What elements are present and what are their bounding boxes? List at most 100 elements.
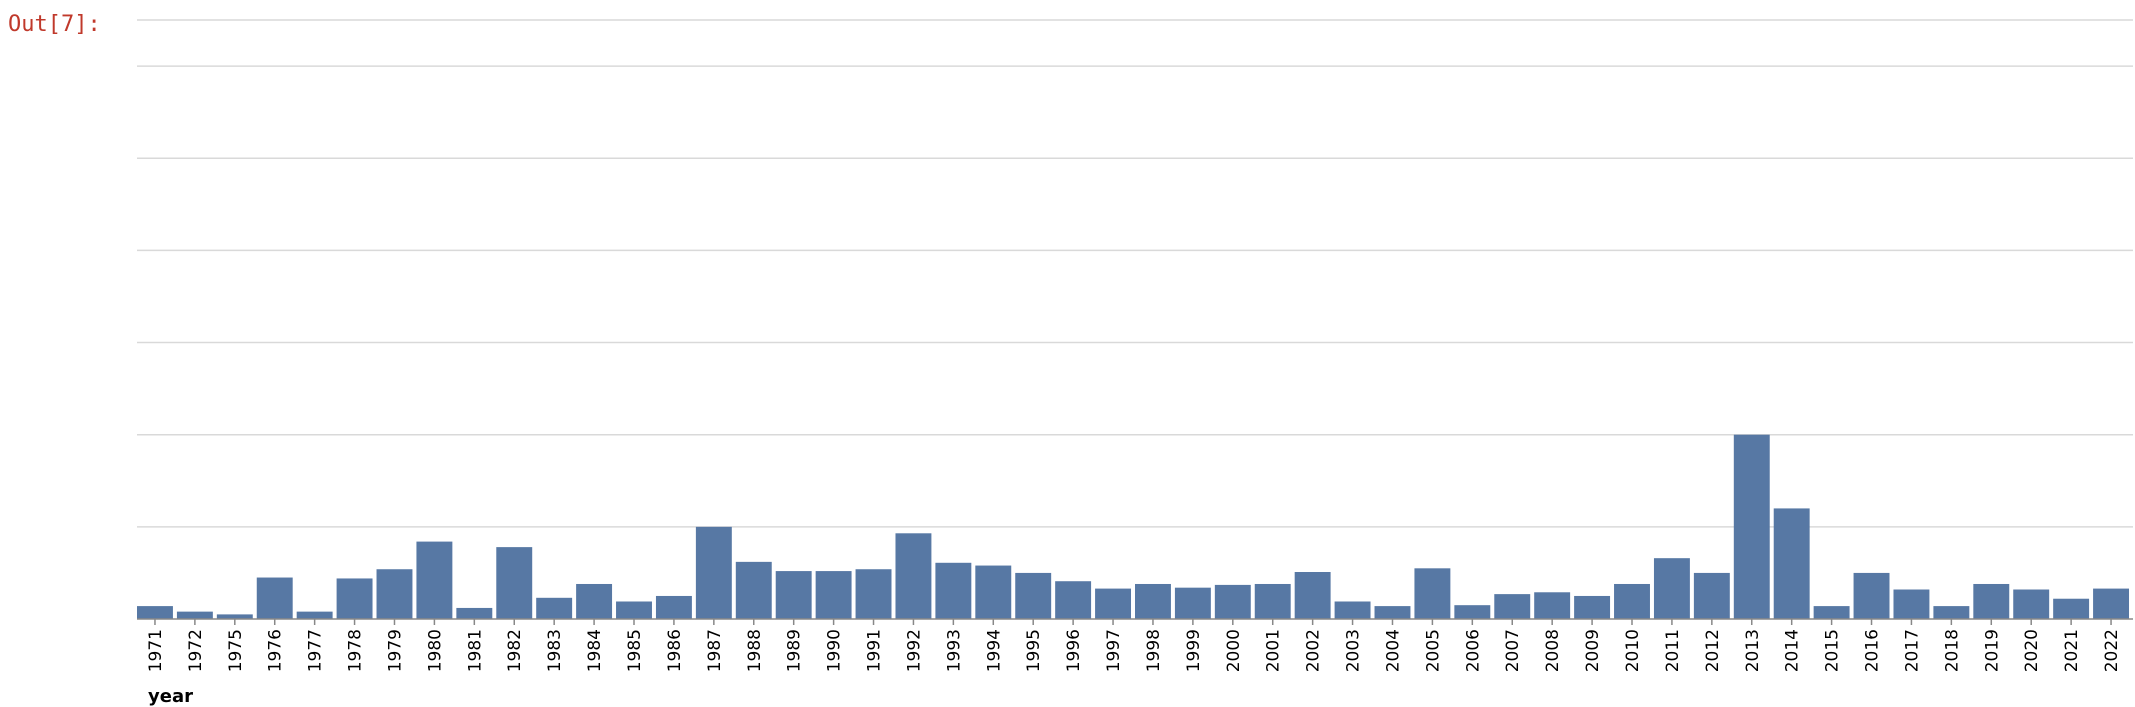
bar-1976[interactable] [256, 577, 293, 619]
bar-1971[interactable] [137, 606, 173, 619]
bar-1977[interactable] [296, 611, 333, 619]
bar-1991[interactable] [855, 569, 892, 619]
bar-1985[interactable] [616, 601, 652, 619]
x-axis-title: year [148, 686, 193, 707]
bar-1997[interactable] [1095, 588, 1132, 619]
x-tick-label: 2003 [1344, 629, 1364, 672]
x-tick-label: 2016 [1863, 629, 1883, 672]
x-tick-label: 1987 [705, 629, 725, 672]
x-tick-label: 2009 [1583, 629, 1603, 672]
x-tick-label: 1992 [904, 629, 924, 672]
x-tick-label: 1994 [984, 629, 1004, 672]
bar-1995[interactable] [1015, 572, 1052, 619]
bar-2016[interactable] [1853, 572, 1890, 619]
bar-1996[interactable] [1055, 581, 1092, 619]
x-tick-label: 2018 [1942, 629, 1962, 672]
x-tick-label: 2022 [2102, 629, 2122, 672]
x-tick-label: 1985 [625, 629, 645, 672]
bar-2008[interactable] [1534, 592, 1571, 619]
bar-1981[interactable] [456, 607, 493, 619]
x-tick-label: 2006 [1463, 629, 1483, 672]
bar-2019[interactable] [1973, 583, 2010, 619]
x-tick-label: 1988 [745, 629, 765, 672]
x-tick-label: 1995 [1024, 629, 1044, 672]
bar-2009[interactable] [1574, 595, 1611, 619]
x-tick-label: 2017 [1902, 629, 1922, 672]
x-tick-label: 1993 [944, 629, 964, 672]
x-tick-label: 2001 [1264, 629, 1284, 672]
bar-2004[interactable] [1374, 606, 1411, 619]
bar-1990[interactable] [815, 571, 852, 619]
x-tick-label: 1984 [585, 629, 605, 672]
output-prompt: Out[7]: [8, 12, 101, 37]
bar-1979[interactable] [376, 569, 413, 619]
x-tick-label: 1990 [825, 629, 845, 672]
x-tick-label: 2019 [1982, 629, 2002, 672]
bar-2006[interactable] [1454, 605, 1491, 619]
x-tick-label: 1981 [465, 629, 485, 672]
bar-1994[interactable] [975, 565, 1012, 619]
bar-2002[interactable] [1294, 572, 1331, 619]
x-tick-label: 2002 [1304, 629, 1324, 672]
bar-1980[interactable] [416, 541, 453, 619]
bar-1987[interactable] [695, 526, 732, 619]
gridlines [137, 19, 2133, 528]
x-tick-label: 2012 [1703, 629, 1723, 672]
x-tick-label: 1989 [785, 629, 805, 672]
bar-2014[interactable] [1773, 508, 1810, 619]
bar-2010[interactable] [1614, 583, 1650, 619]
bar-1992[interactable] [895, 533, 932, 619]
x-tick-label: 1972 [186, 629, 206, 672]
bar-2013[interactable] [1733, 434, 1770, 619]
x-tick-label: 2013 [1743, 629, 1763, 672]
bar-1972[interactable] [176, 611, 213, 619]
x-tick-label: 2010 [1623, 629, 1643, 672]
bar-2020[interactable] [2013, 589, 2050, 619]
x-tick-label: 1978 [346, 629, 366, 672]
x-tick-label: 1975 [226, 629, 246, 672]
bar-1989[interactable] [775, 571, 812, 619]
bar-1998[interactable] [1135, 583, 1171, 619]
bar-2018[interactable] [1933, 606, 1970, 619]
bar-1978[interactable] [336, 578, 373, 619]
x-tick-label: 1983 [545, 629, 565, 672]
x-tick-label: 2020 [2022, 629, 2042, 672]
bar-2021[interactable] [2053, 598, 2090, 619]
bar-1986[interactable] [655, 595, 692, 619]
bar-1993[interactable] [935, 562, 972, 619]
bar-1975[interactable] [216, 614, 253, 619]
bar-2007[interactable] [1494, 594, 1531, 619]
x-tick-label: 1977 [306, 629, 326, 672]
x-tick-label: 1997 [1104, 629, 1124, 672]
bar-2003[interactable] [1334, 601, 1371, 619]
bar-2022[interactable] [2093, 588, 2130, 619]
x-tick-label: 1976 [266, 629, 286, 672]
bar-2015[interactable] [1813, 606, 1850, 619]
x-tick-label: 2011 [1663, 629, 1683, 672]
bar-1984[interactable] [576, 583, 613, 619]
bar-1988[interactable] [735, 561, 772, 619]
bar-1982[interactable] [496, 547, 533, 619]
x-tick-label: 1982 [505, 629, 525, 672]
bar-2012[interactable] [1693, 572, 1730, 619]
x-ticks: 1971 1972 1975 1976 1977 1978 1979 1980 1981 1982… [146, 619, 2122, 672]
x-tick-label: 1998 [1144, 629, 1164, 672]
bar-1983[interactable] [536, 597, 573, 619]
bar-2005[interactable] [1414, 568, 1451, 619]
x-tick-label: 1991 [865, 629, 885, 672]
x-tick-label: 2014 [1783, 629, 1803, 672]
x-tick-label: 2005 [1423, 629, 1443, 672]
bar-2017[interactable] [1893, 589, 1930, 619]
x-tick-label: 2007 [1503, 629, 1523, 672]
x-tick-label: 1980 [425, 629, 445, 672]
bar-2000[interactable] [1214, 584, 1251, 619]
bar-2011[interactable] [1653, 558, 1690, 619]
x-tick-label: 1999 [1184, 629, 1204, 672]
x-tick-label: 1986 [665, 629, 685, 672]
bar-1999[interactable] [1174, 587, 1211, 619]
x-tick-label: 2015 [1823, 629, 1843, 672]
bar-2001[interactable] [1254, 583, 1291, 619]
x-tick-label: 2000 [1224, 629, 1244, 672]
x-tick-label: 1996 [1064, 629, 1084, 672]
